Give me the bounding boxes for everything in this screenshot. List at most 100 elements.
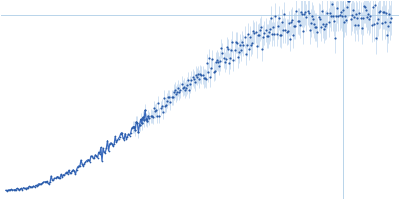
Point <box>218 47 224 50</box>
Point <box>106 142 113 146</box>
Point <box>120 136 126 139</box>
Point <box>230 59 237 62</box>
Point <box>54 176 60 179</box>
Point <box>58 173 64 176</box>
Point <box>276 16 282 20</box>
Point <box>147 115 154 118</box>
Point <box>186 88 192 92</box>
Point <box>277 33 283 36</box>
Point <box>278 34 284 37</box>
Point <box>22 187 29 190</box>
Point <box>189 76 196 79</box>
Point <box>31 185 38 189</box>
Point <box>333 15 340 18</box>
Point <box>96 152 103 156</box>
Point <box>341 20 347 23</box>
Point <box>108 141 114 144</box>
Point <box>330 14 336 18</box>
Point <box>326 11 333 14</box>
Point <box>174 90 180 94</box>
Point <box>82 161 88 164</box>
Point <box>3 189 9 192</box>
Point <box>193 73 199 77</box>
Point <box>22 187 28 190</box>
Point <box>183 86 189 90</box>
Point <box>156 114 163 117</box>
Point <box>318 25 324 29</box>
Point <box>40 181 47 184</box>
Point <box>146 117 153 120</box>
Point <box>109 142 115 145</box>
Point <box>124 135 130 138</box>
Point <box>354 16 360 20</box>
Point <box>198 74 205 77</box>
Point <box>249 42 256 45</box>
Point <box>368 23 375 27</box>
Point <box>214 58 220 62</box>
Point <box>89 155 95 158</box>
Point <box>76 164 82 168</box>
Point <box>228 48 234 51</box>
Point <box>323 23 330 26</box>
Point <box>286 22 292 25</box>
Point <box>115 137 122 140</box>
Point <box>50 179 56 182</box>
Point <box>177 88 184 91</box>
Point <box>173 93 179 96</box>
Point <box>154 115 160 118</box>
Point <box>219 51 226 54</box>
Point <box>19 188 26 191</box>
Point <box>338 11 344 14</box>
Point <box>130 126 136 129</box>
Point <box>131 125 137 128</box>
Point <box>123 137 130 140</box>
Point <box>268 17 274 20</box>
Point <box>298 11 304 14</box>
Point <box>14 187 20 190</box>
Point <box>184 84 190 87</box>
Point <box>69 169 75 173</box>
Point <box>376 10 382 13</box>
Point <box>365 12 372 16</box>
Point <box>364 15 370 18</box>
Point <box>116 135 123 138</box>
Point <box>27 185 33 188</box>
Point <box>271 33 278 36</box>
Point <box>352 24 358 27</box>
Point <box>158 104 165 107</box>
Point <box>168 96 175 99</box>
Point <box>26 185 32 188</box>
Point <box>72 173 79 176</box>
Point <box>291 24 298 27</box>
Point <box>259 48 266 51</box>
Point <box>36 182 42 185</box>
Point <box>80 165 86 168</box>
Point <box>202 76 208 79</box>
Point <box>106 149 112 152</box>
Point <box>180 85 187 88</box>
Point <box>44 180 50 183</box>
Point <box>178 83 185 86</box>
Point <box>361 5 367 8</box>
Point <box>283 30 290 33</box>
Point <box>373 36 379 39</box>
Point <box>84 158 91 162</box>
Point <box>232 41 239 44</box>
Point <box>17 187 24 191</box>
Point <box>143 118 149 121</box>
Point <box>251 31 258 35</box>
Point <box>340 9 346 12</box>
Point <box>142 109 148 112</box>
Point <box>229 40 236 43</box>
Point <box>172 88 178 92</box>
Point <box>148 115 155 118</box>
Point <box>131 125 137 128</box>
Point <box>216 64 222 67</box>
Point <box>377 10 384 13</box>
Point <box>374 22 380 25</box>
Point <box>138 122 145 125</box>
Point <box>153 108 159 111</box>
Point <box>329 2 335 6</box>
Point <box>57 176 63 179</box>
Point <box>385 24 391 28</box>
